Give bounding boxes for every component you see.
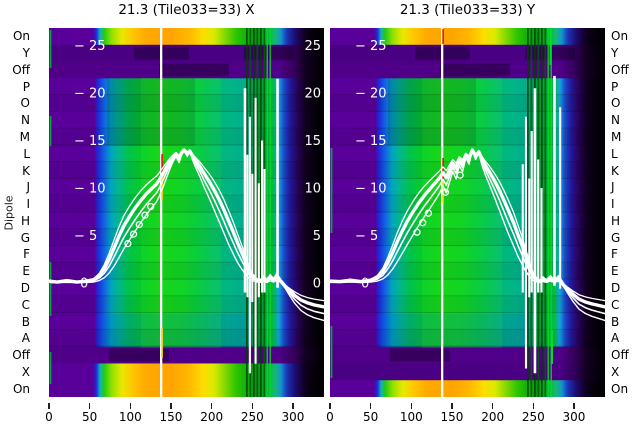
dipole-row-label-left: Y <box>22 46 30 61</box>
x-axis-tick-label: 300 <box>281 410 305 424</box>
x-axis-tick-label: 300 <box>562 410 586 424</box>
dipole-row-label-left: L <box>23 146 30 161</box>
dipole-row-label-right: D <box>611 280 621 295</box>
overlay-axis-label-left: − 10 <box>355 182 387 197</box>
dipole-row-label-left: C <box>21 297 30 312</box>
dipole-row-label-right: G <box>611 230 621 245</box>
dipole-row-label-right: C <box>611 297 620 312</box>
dipole-row-label-left: On <box>12 381 30 396</box>
x-axis-tick <box>451 403 453 409</box>
dipole-row-label-right: J <box>611 180 615 195</box>
dipole-row-label-right: On <box>611 29 629 44</box>
dipole-row-label-left: E <box>22 264 30 279</box>
dipole-row-label-right: E <box>611 264 619 279</box>
dipole-row-label-right: P <box>611 79 619 94</box>
dipole-row-label-right: N <box>611 113 620 128</box>
x-axis-tick <box>532 403 535 409</box>
x-axis-tick-label: 0 <box>326 410 334 424</box>
overlay-axis-label-right: 25 <box>304 39 321 54</box>
dipole-row-label-left: O <box>20 96 30 111</box>
x-axis-tick <box>88 403 91 409</box>
x-axis-tick-label: 250 <box>240 410 264 424</box>
dipole-row-label-left: F <box>23 247 30 262</box>
x-axis-tick <box>210 403 213 409</box>
overlay-axis-label-right: 10 <box>304 182 321 197</box>
dipole-row-label-left: M <box>19 130 30 145</box>
dipole-row-label-right: X <box>611 364 620 379</box>
dipole-row-label-left: G <box>20 230 30 245</box>
dipole-row-label-left: Off <box>12 62 30 77</box>
dipole-row-label-left: I <box>26 197 30 212</box>
overlay-axis-label-left: − 25 <box>355 39 387 54</box>
x-axis-tick-label: 50 <box>363 410 379 424</box>
overlay-axis-label-left: − 5 <box>74 229 97 244</box>
x-axis-tick <box>292 403 294 409</box>
dipole-row-label-left: B <box>21 314 30 329</box>
x-axis-tick <box>170 403 172 409</box>
dipole-row-label-left: On <box>12 29 30 44</box>
dipole-row-label-right: L <box>611 146 618 161</box>
x-axis-tick <box>573 403 575 409</box>
dipole-row-label-right: H <box>611 213 621 228</box>
x-axis-tick <box>369 403 372 409</box>
overlay-axis-label-left: − 20 <box>355 87 387 102</box>
x-axis-tick-label: 200 <box>200 410 224 424</box>
overlay-axis-label-right: 15 <box>304 134 321 149</box>
dipole-row-label-left: H <box>20 213 30 228</box>
dipole-row-label-right: A <box>611 331 620 346</box>
x-axis-tick <box>410 403 413 409</box>
dipole-row-label-left: Off <box>12 348 30 363</box>
dipole-row-label-left: X <box>21 364 30 379</box>
dipole-row-label-right: O <box>611 96 621 111</box>
dipole-row-label-left: A <box>21 331 30 346</box>
dipole-row-label-right: F <box>611 247 618 262</box>
overlay-axis-label-right: 20 <box>304 87 321 102</box>
x-axis-tick <box>491 403 494 409</box>
x-axis-tick-label: 100 <box>118 410 142 424</box>
dipole-row-label-right: M <box>611 130 622 145</box>
panel-y-title: 21.3 (Tile033=33) Y <box>399 2 536 18</box>
dipole-row-label-right: On <box>611 381 629 396</box>
overlay-axis-label-left: 0 <box>80 277 88 292</box>
x-axis-tick-label: 150 <box>159 410 183 424</box>
heatmap-panel-y: − 25 − 20 − 15 − 10 − 5 0 <box>330 28 605 397</box>
dipole-row-label-right: I <box>611 197 615 212</box>
overlay-axis-label-right: 5 <box>313 229 321 244</box>
dipole-row-label-right: K <box>611 163 619 178</box>
panel-x-title: 21.3 (Tile033=33) X <box>118 2 255 18</box>
overlay-axis-label-right: 0 <box>313 277 321 292</box>
dipole-row-label-left: N <box>21 113 30 128</box>
dipole-row-label-left: P <box>22 79 30 94</box>
overlay-axis-label-left: − 15 <box>74 134 106 149</box>
dipole-row-label-left: J <box>26 180 30 195</box>
overlay-axis-label-left: − 20 <box>74 87 106 102</box>
x-axis-tick-label: 150 <box>440 410 464 424</box>
overlay-axis-label-left: − 15 <box>355 134 387 149</box>
x-axis-tick-label: 100 <box>399 410 423 424</box>
x-axis-tick <box>329 403 331 409</box>
x-axis-tick-label: 250 <box>521 410 545 424</box>
overlay-axis-label-left: − 10 <box>74 182 106 197</box>
x-axis-tick-label: 200 <box>481 410 505 424</box>
dipole-row-label-left: K <box>22 163 30 178</box>
dipole-row-label-right: Off <box>611 62 629 77</box>
dipole-row-label-right: Off <box>611 348 629 363</box>
overlay-axis-label-left: 0 <box>361 277 369 292</box>
x-axis-tick <box>251 403 254 409</box>
heatmap-panel-x: − 25 25 − 20 20 − 15 15 − 10 10 − 5 5 0 0 <box>49 28 324 397</box>
overlay-axis-label-left: − 5 <box>355 229 378 244</box>
x-axis-tick <box>129 403 132 409</box>
x-axis-tick-label: 0 <box>45 410 53 424</box>
x-axis-tick <box>48 403 50 409</box>
overlay-axis-label-left: − 25 <box>74 39 106 54</box>
dipole-row-label-left: D <box>20 280 30 295</box>
dipole-row-label-right: Y <box>611 46 619 61</box>
dipole-row-label-right: B <box>611 314 620 329</box>
x-axis-tick-label: 50 <box>82 410 98 424</box>
